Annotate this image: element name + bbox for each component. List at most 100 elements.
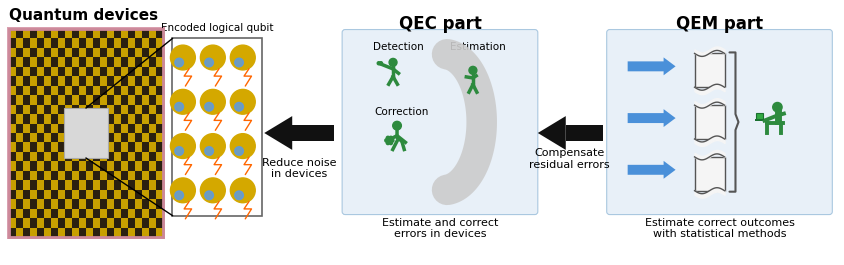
Bar (156, 190, 164, 200)
Bar (79, 200, 86, 209)
Bar (565, 125, 603, 141)
Bar (114, 67, 122, 76)
Bar (58, 171, 65, 180)
Bar (93, 133, 100, 143)
Bar (128, 143, 135, 152)
Bar (128, 76, 135, 86)
Bar (135, 86, 143, 95)
Bar (30, 38, 37, 47)
Bar (114, 57, 122, 67)
Bar (135, 95, 143, 104)
Bar (44, 190, 51, 200)
Bar (72, 161, 79, 171)
Bar (107, 161, 114, 171)
Bar (122, 29, 128, 38)
Circle shape (170, 45, 195, 70)
Bar (30, 190, 37, 200)
Bar (149, 190, 156, 200)
Bar (156, 76, 164, 86)
Bar (93, 171, 100, 180)
Polygon shape (538, 116, 565, 150)
Bar (8, 29, 164, 237)
Text: Estimate and correct
errors in devices: Estimate and correct errors in devices (381, 218, 498, 239)
Bar (143, 104, 149, 114)
Bar (72, 218, 79, 228)
Bar (72, 104, 79, 114)
Bar (72, 76, 79, 86)
Bar (37, 218, 44, 228)
Bar (51, 67, 58, 76)
Bar (8, 47, 16, 57)
Bar (51, 57, 58, 67)
Bar (44, 143, 51, 152)
Bar (16, 218, 23, 228)
Bar (86, 67, 93, 76)
Bar (86, 29, 93, 38)
Bar (37, 57, 44, 67)
Bar (65, 218, 72, 228)
Bar (79, 171, 86, 180)
Bar (128, 228, 135, 237)
Bar (93, 76, 100, 86)
Bar (100, 133, 107, 143)
Bar (86, 161, 93, 171)
Bar (8, 152, 16, 161)
Bar (143, 200, 149, 209)
Bar (8, 76, 16, 86)
Bar (72, 86, 79, 95)
Circle shape (170, 178, 195, 203)
Bar (156, 209, 164, 218)
Bar (16, 123, 23, 133)
Circle shape (205, 102, 214, 111)
Bar (30, 200, 37, 209)
Bar (65, 161, 72, 171)
Bar (114, 123, 122, 133)
Bar (122, 38, 128, 47)
Bar (93, 190, 100, 200)
Text: QEC part: QEC part (398, 15, 481, 33)
Bar (149, 209, 156, 218)
Bar (135, 38, 143, 47)
Circle shape (389, 136, 392, 140)
Bar (107, 47, 114, 57)
Bar (114, 104, 122, 114)
Bar (30, 180, 37, 190)
Bar (65, 86, 72, 95)
Bar (79, 152, 86, 161)
Bar (135, 190, 143, 200)
Bar (58, 152, 65, 161)
Bar (23, 47, 30, 57)
Bar (128, 152, 135, 161)
Bar (107, 114, 114, 123)
Bar (72, 57, 79, 67)
Text: Quantum devices: Quantum devices (8, 8, 158, 23)
Bar (72, 180, 79, 190)
Bar (51, 152, 58, 161)
Circle shape (175, 191, 183, 200)
Bar (65, 152, 72, 161)
Bar (135, 114, 143, 123)
Bar (37, 67, 44, 76)
Bar (114, 38, 122, 47)
Bar (51, 143, 58, 152)
Bar (79, 123, 86, 133)
Bar (114, 228, 122, 237)
Bar (93, 114, 100, 123)
Circle shape (205, 58, 214, 67)
Bar (16, 161, 23, 171)
Bar (16, 57, 23, 67)
Bar (37, 190, 44, 200)
Bar (16, 67, 23, 76)
Bar (756, 113, 763, 118)
Bar (44, 152, 51, 161)
Bar (122, 180, 128, 190)
Bar (143, 152, 149, 161)
Bar (128, 209, 135, 218)
Bar (8, 180, 16, 190)
Text: Reduce noise
in devices: Reduce noise in devices (262, 158, 337, 179)
Bar (114, 95, 122, 104)
Bar (107, 38, 114, 47)
Bar (143, 161, 149, 171)
Bar (122, 76, 128, 86)
Bar (114, 133, 122, 143)
